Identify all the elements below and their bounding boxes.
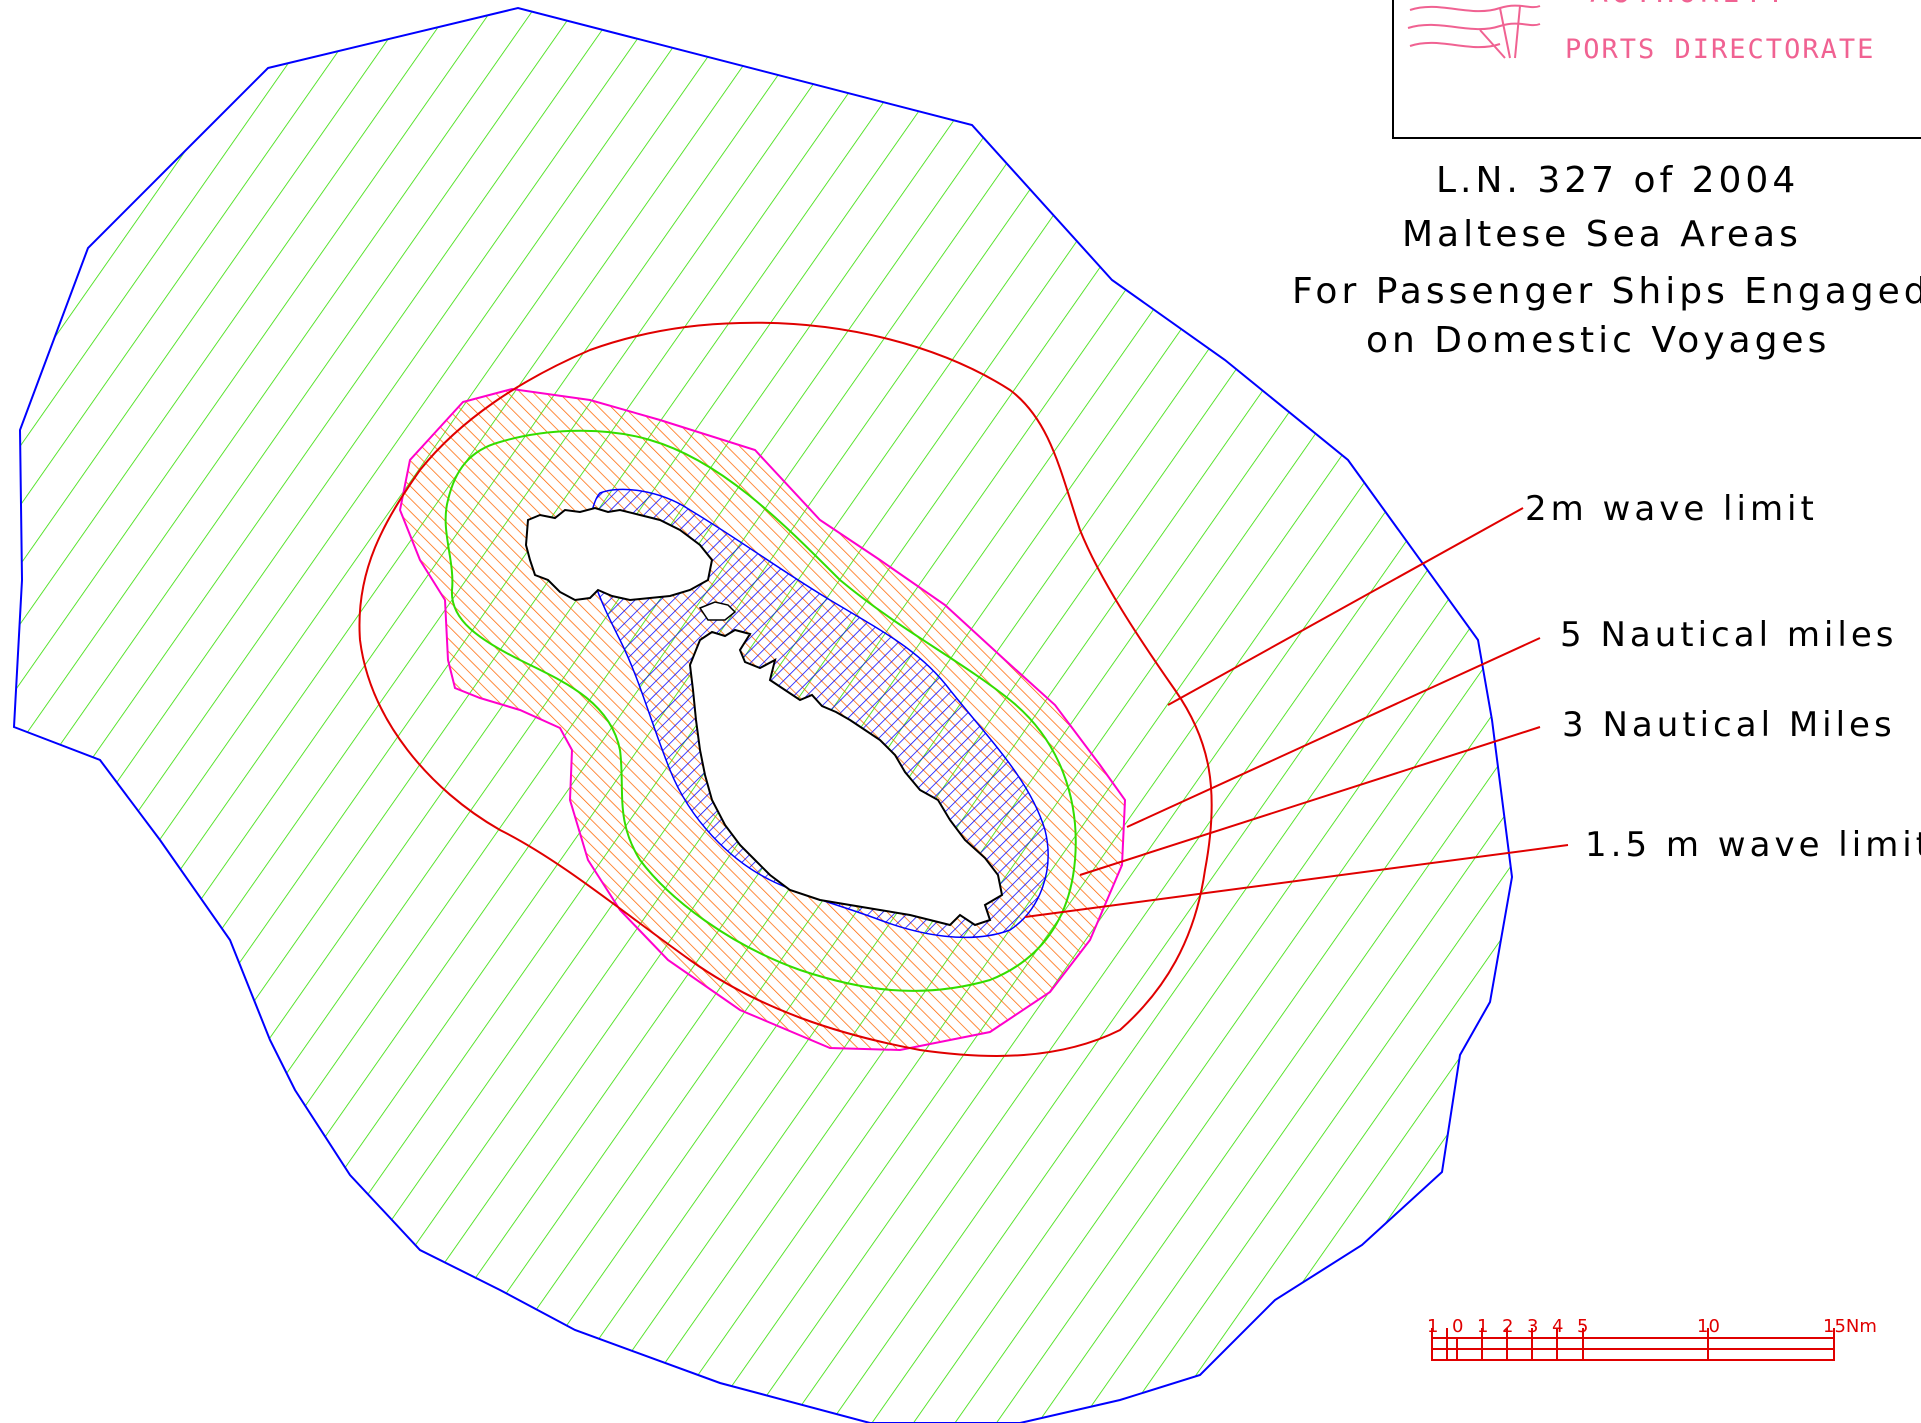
three-nm-line [444, 429, 1077, 992]
scale-label: 15Nm [1823, 1316, 1877, 1337]
scale-label: 1 [1427, 1316, 1438, 1337]
scale-label: 0 [1452, 1316, 1463, 1337]
title-line-4: on Domestic Voyages [1366, 320, 1830, 361]
legend-label-1-5m-wave: 1.5 m wave limit [1585, 825, 1921, 865]
title-block-frame [1392, 0, 1921, 139]
title-line-3: For Passenger Ships Engaged [1292, 271, 1921, 312]
leader-3nm [1079, 726, 1541, 876]
authority-logo [1407, 4, 1541, 59]
scale-label: 2 [1502, 1316, 1513, 1337]
title-line-2: Maltese Sea Areas [1402, 214, 1802, 255]
authority-line: AUTHORITY [1590, 0, 1789, 10]
leader-2m-wave [1167, 507, 1524, 706]
gozo-island [524, 506, 714, 602]
map-title: L.N. 327 of 2004 Maltese Sea Areas For P… [1292, 160, 1921, 361]
scale-bar-labels: 1 0 1 2 3 4 5 10 15Nm [1427, 1316, 1877, 1337]
legend: 2m wave limit 5 Nautical miles 3 Nautica… [1525, 489, 1921, 865]
legend-label-2m-wave: 2m wave limit [1525, 489, 1818, 529]
scale-bar-graphic [1431, 1328, 1835, 1361]
legend-leaders [1024, 507, 1569, 918]
scale-label: 5 [1577, 1316, 1588, 1337]
five-nm-line [358, 321, 1213, 1057]
title-line-1: L.N. 327 of 2004 [1436, 160, 1799, 201]
comino-island [698, 601, 737, 621]
scale-bar: 1 0 1 2 3 4 5 10 15Nm [1427, 1316, 1877, 1361]
title-block: AUTHORITY PORTS DIRECTORATE [1392, 0, 1921, 139]
legend-label-3nm: 3 Nautical Miles [1562, 705, 1896, 745]
scale-label: 4 [1552, 1316, 1563, 1337]
scale-label: 3 [1527, 1316, 1538, 1337]
scale-label: 10 [1697, 1316, 1720, 1337]
legend-label-5nm: 5 Nautical miles [1560, 615, 1897, 655]
malta-island [688, 628, 1004, 927]
leader-1-5m-wave [1024, 844, 1569, 918]
scale-label: 1 [1477, 1316, 1488, 1337]
ports-directorate: PORTS DIRECTORATE [1565, 34, 1875, 65]
leader-5nm [1126, 637, 1541, 828]
